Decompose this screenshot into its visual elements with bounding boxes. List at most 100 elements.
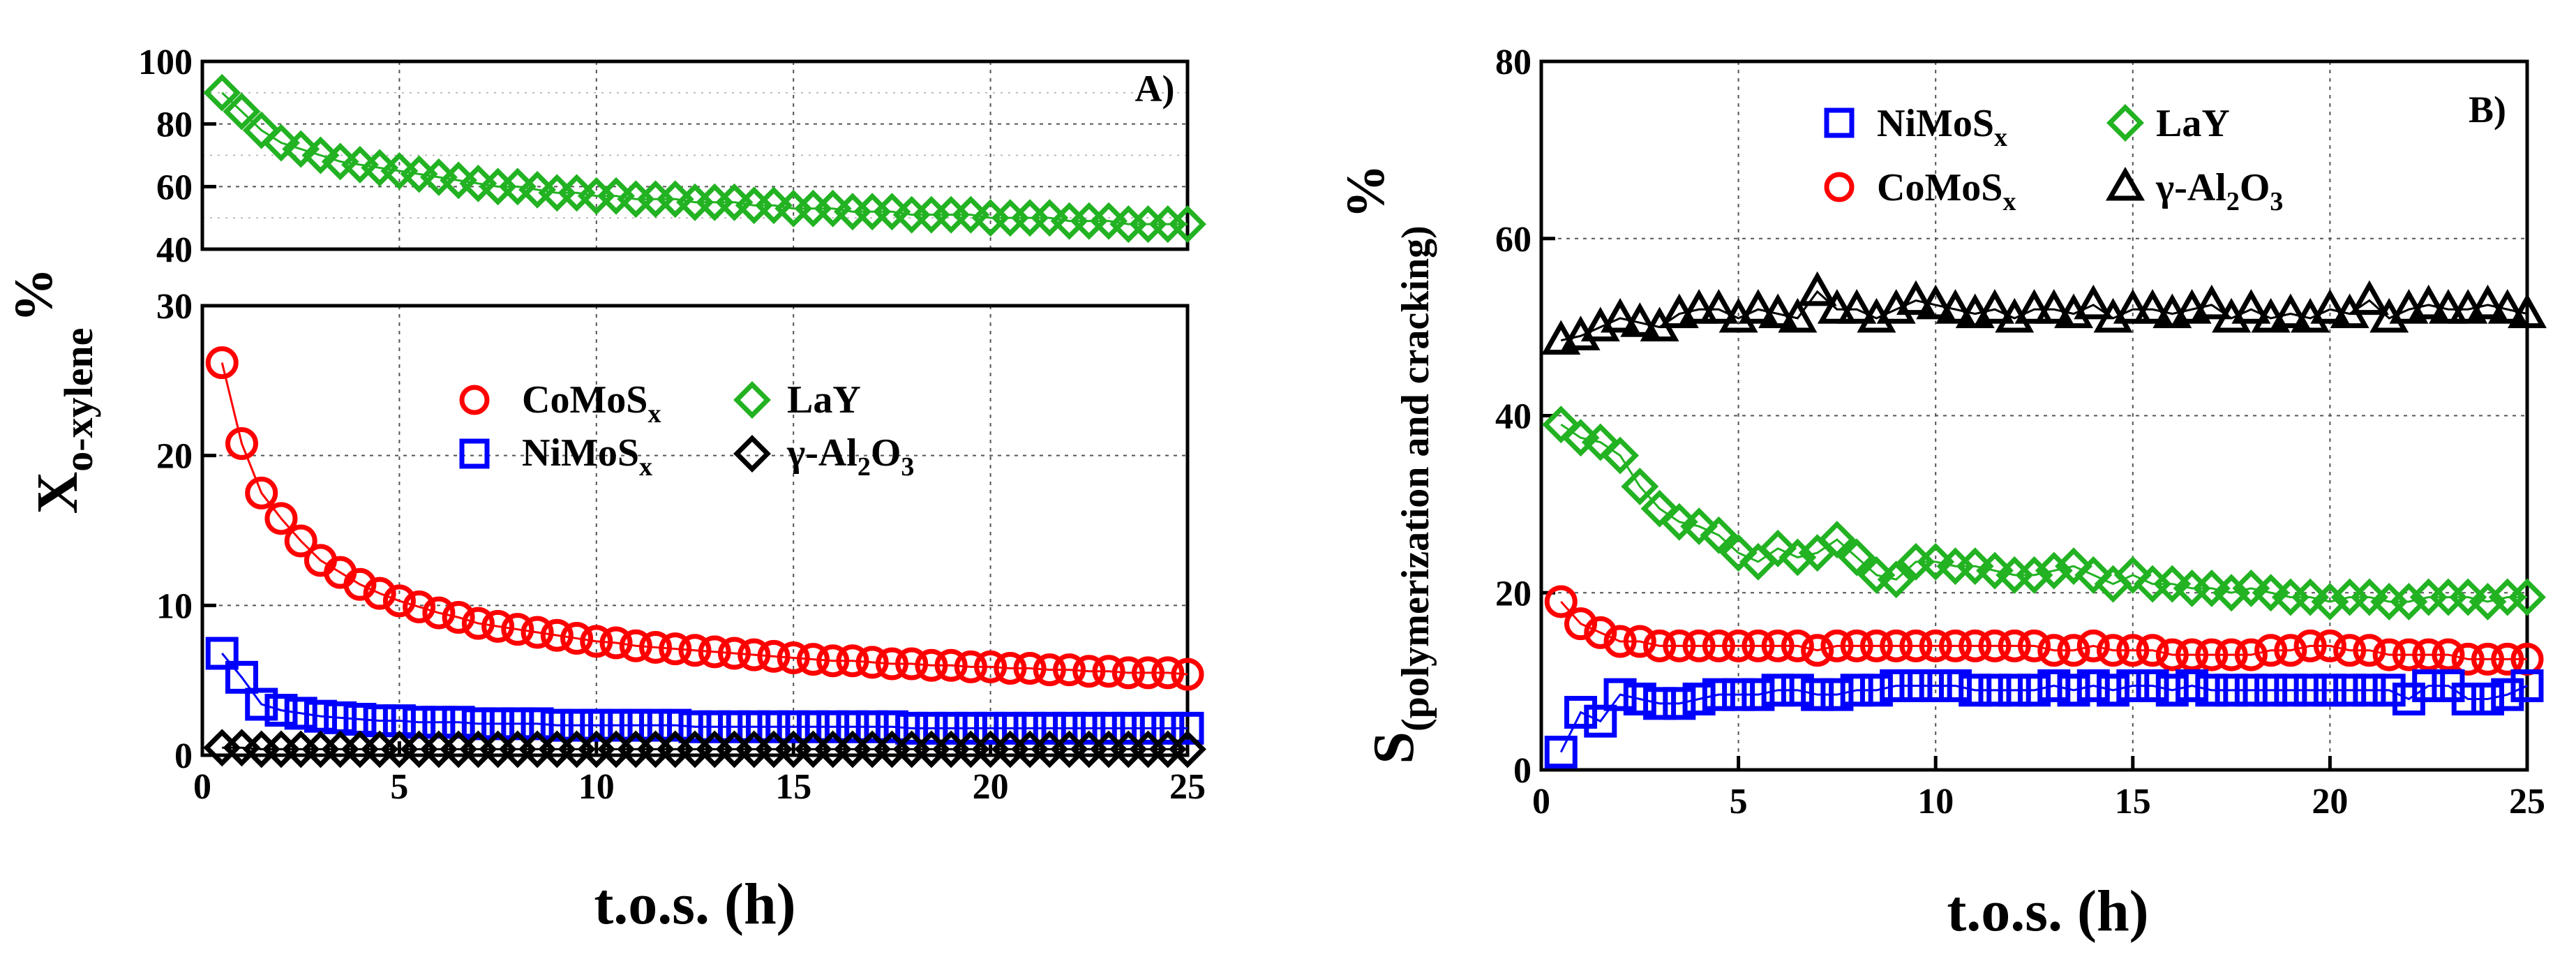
data-point-b-comosx — [2432, 638, 2465, 671]
data-point-nimosx — [1072, 711, 1106, 745]
data-point-comosx — [777, 641, 810, 674]
data-point-b-al2o3 — [2192, 284, 2231, 320]
panel-a-data-marks — [203, 73, 1206, 768]
data-point-comosx — [855, 646, 889, 679]
data-point-b-comosx — [2451, 642, 2485, 676]
data-point-b-al2o3 — [2113, 289, 2152, 324]
data-point-nimosx — [994, 711, 1027, 745]
data-point-comosx — [698, 635, 731, 669]
panel-a-lower-y-tick-label: 30 — [156, 287, 193, 327]
data-point-b-al2o3 — [1778, 297, 1818, 333]
panel-a-label: A) — [1135, 68, 1175, 110]
data-point-b-lay — [1779, 538, 1817, 577]
panel-b-y-tick-label: 40 — [1495, 397, 1532, 437]
data-point-b-comosx — [2333, 634, 2367, 667]
data-point-b-al2o3 — [2231, 289, 2271, 324]
data-point-b-al2o3 — [1817, 289, 1857, 324]
panel-a-upper-y-tick-label: 80 — [156, 105, 193, 145]
data-point-b-nimosx — [1781, 674, 1814, 707]
data-point-b-nimosx — [1899, 669, 1933, 702]
data-point-b-comosx — [1761, 629, 1795, 662]
data-point-b-nimosx — [2274, 674, 2307, 707]
data-point-b-nimosx — [2176, 669, 2209, 702]
panel-a-upper-y-tick-label: 100 — [138, 43, 193, 82]
data-point-comosx — [836, 644, 869, 678]
data-point-b-lay — [1759, 529, 1797, 567]
data-point-b-nimosx — [2372, 674, 2406, 707]
data-point-b-nimosx — [1742, 678, 1775, 711]
legend-label-b-lay: LaY — [2156, 102, 2230, 145]
data-point-b-comosx — [2116, 634, 2150, 667]
data-point-b-nimosx — [2195, 674, 2229, 707]
data-point-b-comosx — [1899, 629, 1933, 662]
data-point-comosx — [737, 638, 771, 671]
data-point-b-comosx — [2176, 638, 2209, 671]
legend-marker-b-comosx — [1824, 172, 1855, 202]
panel-b-y-tick-label: 60 — [1495, 220, 1532, 260]
data-point-comosx — [284, 524, 317, 558]
data-point-b-comosx — [2293, 629, 2327, 662]
data-point-b-al2o3 — [1896, 280, 1935, 315]
data-point-b-comosx — [2372, 638, 2406, 671]
panel-b-y-tick-label: 80 — [1495, 43, 1532, 82]
legend-marker-b-lay — [2106, 104, 2144, 142]
data-point-b-lay — [2350, 578, 2388, 616]
legend-item-b-lay: LaY — [2106, 102, 2230, 145]
data-point-comosx — [954, 650, 987, 683]
data-point-comosx — [1151, 656, 1185, 690]
data-point-comosx — [442, 601, 475, 634]
data-point-b-comosx — [2353, 634, 2386, 667]
panel-a-x-axis-title: t.o.s. (h) — [594, 872, 795, 937]
data-point-b-lay — [2153, 565, 2192, 603]
data-point-b-comosx — [2076, 629, 2110, 662]
data-point-nimosx — [521, 707, 554, 741]
data-point-b-al2o3 — [2310, 289, 2350, 324]
data-point-b-comosx — [2155, 638, 2189, 671]
data-point-nimosx — [796, 710, 830, 743]
data-point-b-comosx — [1663, 629, 1696, 662]
data-point-b-nimosx — [1544, 736, 1578, 769]
data-point-b-lay — [1818, 521, 1856, 559]
data-point-comosx — [481, 609, 515, 643]
legend-marker-lay — [733, 381, 771, 419]
data-point-b-lay — [2252, 574, 2290, 612]
data-point-b-al2o3 — [1679, 289, 1719, 324]
data-point-b-lay — [1956, 547, 1994, 586]
data-point-b-comosx — [1781, 629, 1814, 662]
data-point-comosx — [915, 648, 948, 682]
data-point-b-comosx — [2491, 642, 2524, 676]
data-point-lay — [262, 124, 300, 162]
data-point-comosx — [1072, 655, 1106, 688]
data-point-nimosx — [304, 699, 337, 733]
legend-label-b-al2o3: γ-Al2O3 — [2155, 166, 2283, 216]
series-line-nimosx — [221, 653, 1188, 729]
data-point-b-lay — [1542, 406, 1580, 444]
data-point-b-nimosx — [2510, 669, 2544, 702]
legend-label-b-comosx: CoMoSx — [1877, 166, 2016, 216]
data-point-b-al2o3 — [2349, 280, 2389, 315]
legend-marker-nimosx — [459, 438, 490, 469]
series-b-comosx — [1544, 585, 2544, 676]
data-point-b-nimosx — [2116, 669, 2150, 702]
panel-b-label: B) — [2469, 89, 2506, 131]
data-point-b-comosx — [1998, 629, 2031, 662]
data-point-b-lay — [1917, 542, 1955, 581]
data-point-comosx — [1013, 651, 1047, 685]
panel-a-lower-y-tick-label: 10 — [156, 586, 193, 626]
data-point-lay — [223, 92, 261, 131]
data-point-lay — [1169, 205, 1206, 244]
panel-a-x-tick-label: 15 — [775, 767, 811, 807]
series-comosx — [205, 346, 1204, 691]
data-point-b-comosx — [1959, 629, 1992, 662]
data-point-nimosx — [915, 711, 948, 745]
panel-a: 40 60 80 100 0 10 20 30 0 5 10 15 20 25 A) t.o.s. (h)… — [3, 43, 1206, 937]
data-point-b-comosx — [1938, 629, 1972, 662]
data-point-b-comosx — [2412, 638, 2446, 671]
data-point-b-lay — [1700, 516, 1738, 554]
data-point-b-lay — [2508, 578, 2546, 616]
data-point-b-al2o3 — [2270, 293, 2310, 329]
data-point-b-nimosx — [2215, 674, 2248, 707]
data-point-b-comosx — [2234, 638, 2268, 671]
data-point-b-al2o3 — [1699, 289, 1739, 324]
data-point-nimosx — [560, 708, 594, 742]
